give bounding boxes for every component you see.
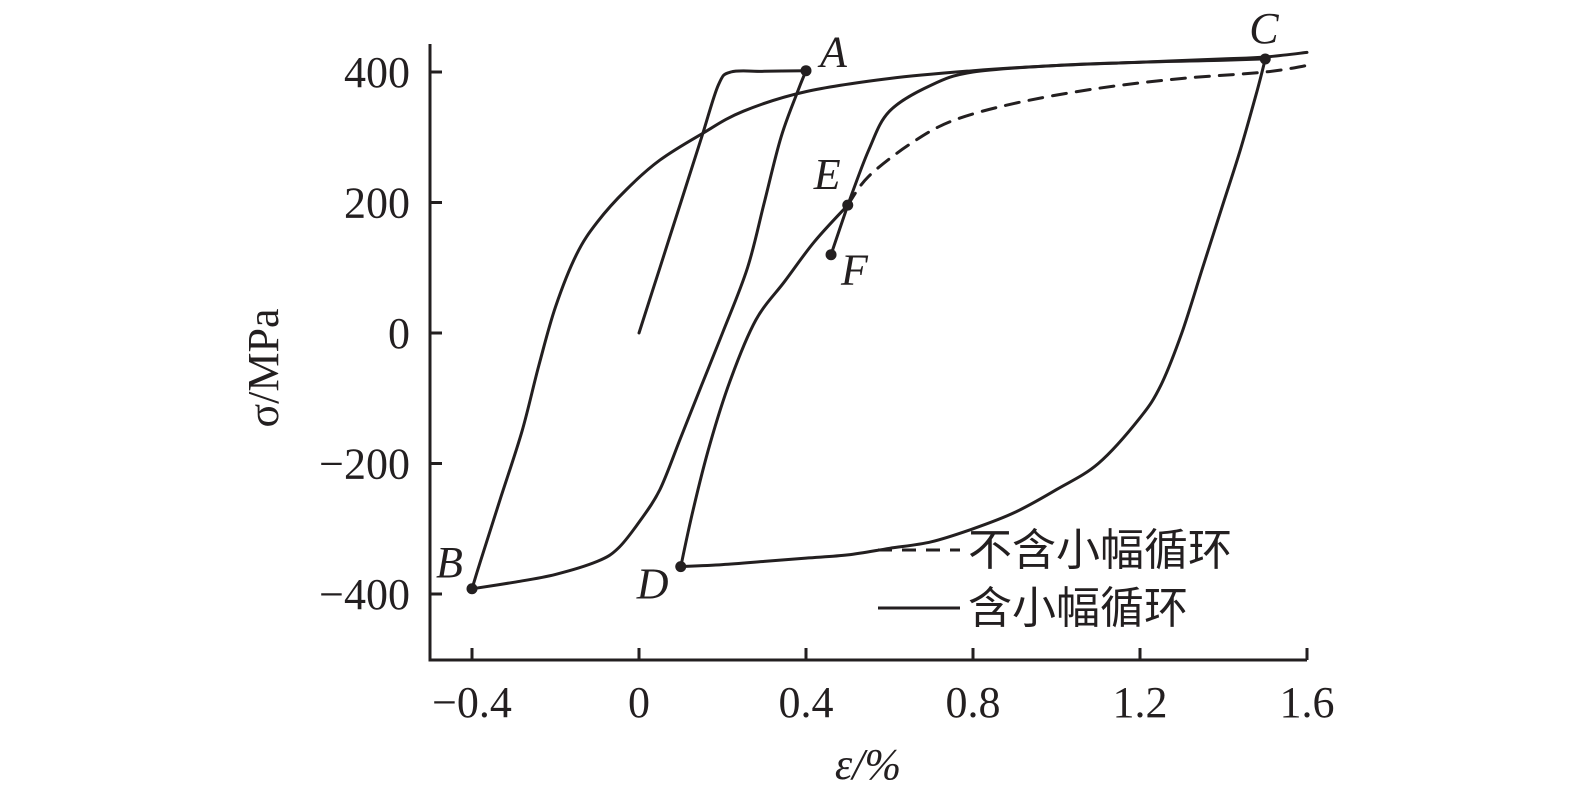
point-marker-f — [825, 249, 837, 261]
point-marker-a — [800, 65, 812, 77]
legend-label-dashed: 不含小幅循环 — [968, 526, 1232, 575]
point-label-f: F — [840, 246, 869, 295]
point-label-c: C — [1249, 4, 1279, 53]
y-tick-label: −200 — [319, 440, 410, 489]
x-tick-label: 0.8 — [946, 678, 1001, 727]
axes — [428, 44, 1307, 662]
x-tick-label: 0.4 — [779, 678, 834, 727]
legend-label-solid: 含小幅循环 — [968, 584, 1188, 633]
solid-curve-segment — [679, 57, 1267, 569]
y-tick-label: 200 — [344, 179, 410, 228]
y-axis-title: σ/MPa — [239, 308, 288, 427]
point-label-b: B — [436, 538, 463, 587]
x-tick-label: −0.4 — [432, 678, 512, 727]
point-label-d: D — [636, 560, 669, 609]
point-marker-e — [842, 199, 854, 211]
x-tick-label: 0 — [628, 678, 650, 727]
point-marker-c — [1259, 53, 1271, 65]
x-tick-label: 1.6 — [1280, 678, 1335, 727]
y-tick-label: −400 — [319, 570, 410, 619]
y-tick-label: 0 — [388, 309, 410, 358]
dashed-curve-segment — [846, 64, 1309, 207]
point-label-e: E — [813, 150, 841, 199]
y-tick-label: 400 — [344, 48, 410, 97]
solid-curve-segment — [679, 203, 850, 569]
points: A B C D EF — [436, 4, 1279, 609]
x-tick-label: 1.2 — [1113, 678, 1168, 727]
solid-curve-segment — [637, 69, 808, 335]
point-marker-b — [466, 583, 478, 595]
solid-curve-segment — [470, 57, 1267, 591]
ticks: −0.4 0 0.4 0.8 1.2 1.6 400 200 0 −200 −400 — [319, 48, 1334, 727]
x-axis-title: ε/% — [835, 740, 901, 789]
plot-lines — [470, 50, 1309, 591]
solid-curve-segment — [470, 69, 808, 591]
legend: 不含小幅循环 含小幅循环 — [878, 526, 1232, 633]
point-marker-d — [675, 561, 687, 573]
solid-curve-segment — [846, 50, 1309, 207]
point-label-a: A — [817, 28, 848, 77]
